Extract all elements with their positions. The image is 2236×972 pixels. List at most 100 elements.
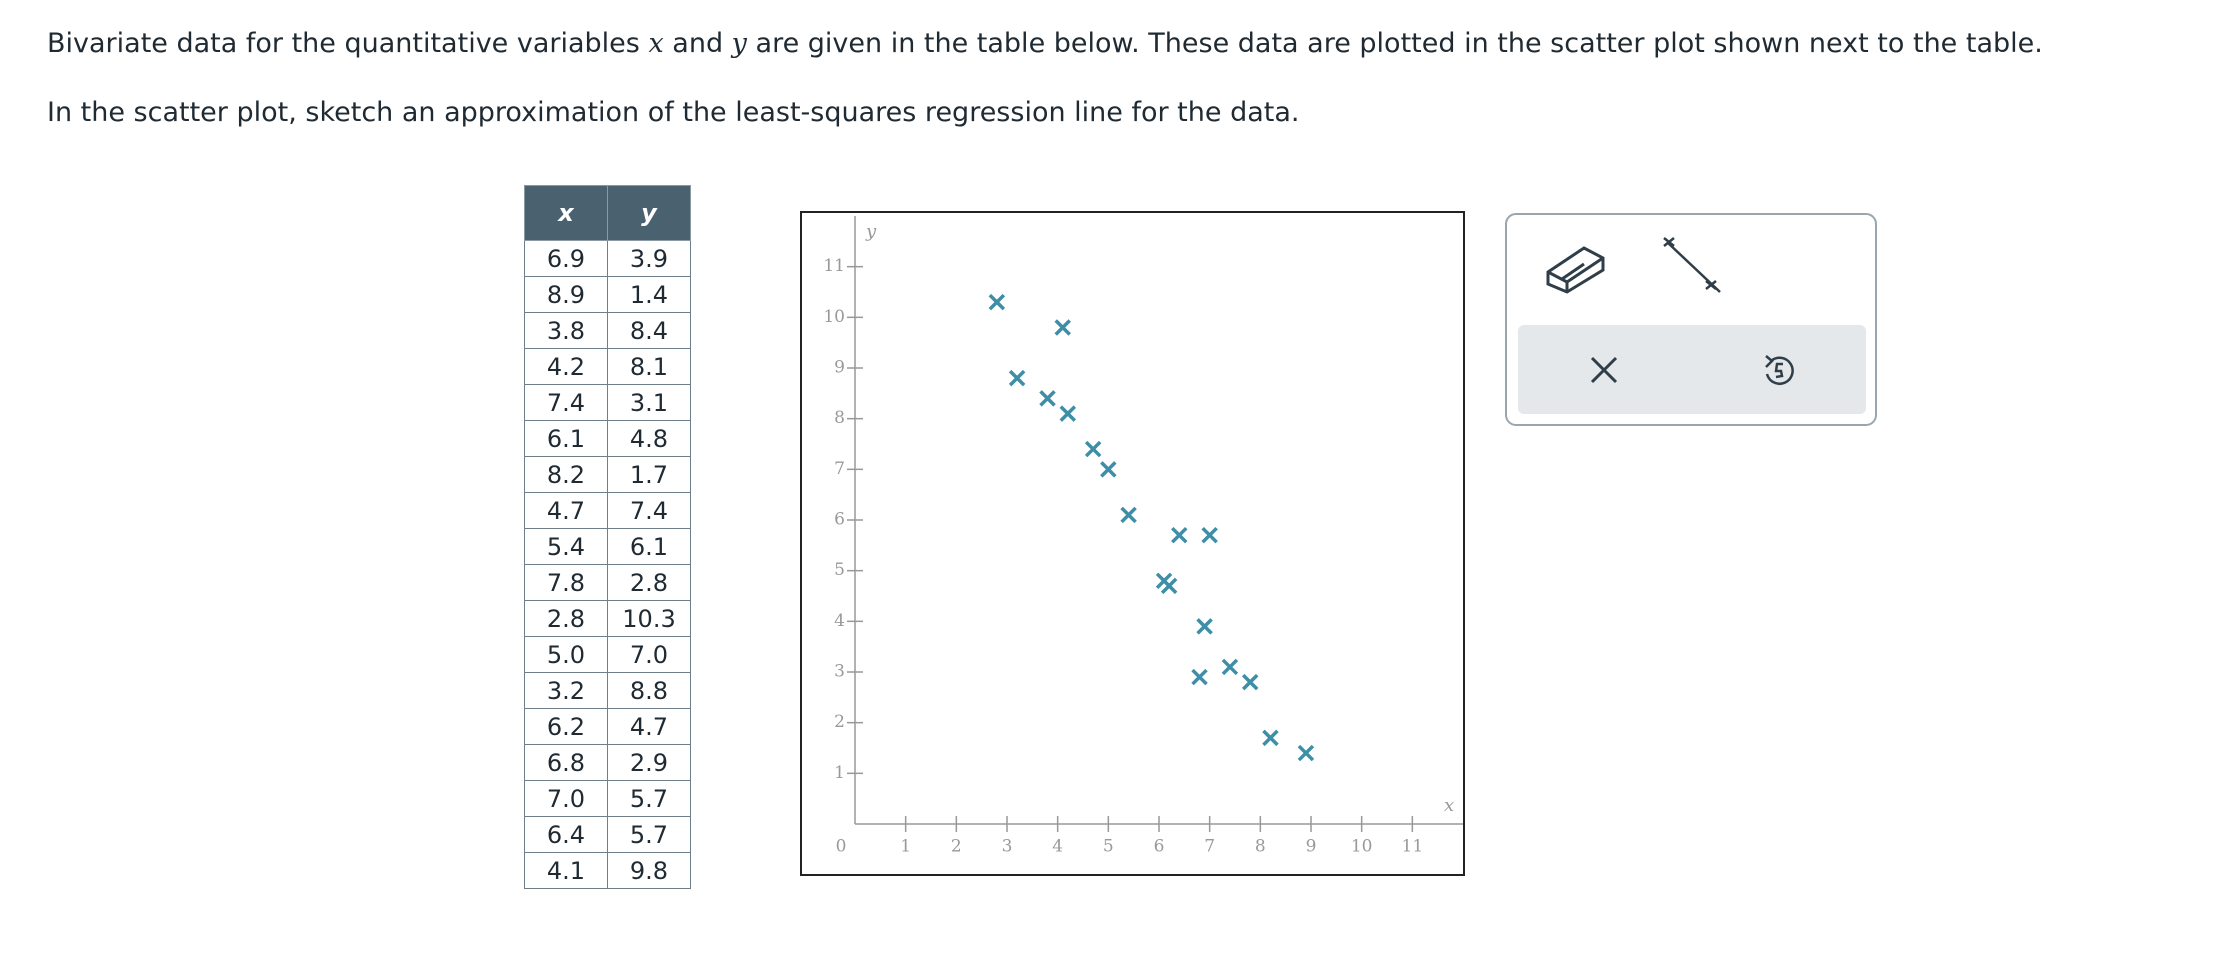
point xyxy=(1160,577,1178,595)
table-cell: 6.1 xyxy=(524,420,608,457)
x-axis-label: x xyxy=(1444,795,1454,816)
table-row: 2.8 10.3 xyxy=(524,600,691,637)
line-tool[interactable] xyxy=(1663,237,1721,293)
x-tick-label: 1 xyxy=(900,837,911,857)
point xyxy=(1297,744,1315,762)
x-tick-label: 6 xyxy=(1154,837,1165,857)
table-cell: 10.3 xyxy=(607,600,691,637)
clear-button[interactable] xyxy=(1590,356,1618,384)
table-cell: 8.1 xyxy=(607,348,691,385)
x-tick-label: 4 xyxy=(1052,837,1063,857)
table-cell: 3.8 xyxy=(524,312,608,349)
y-tick-label: 5 xyxy=(834,560,845,580)
var-y: y xyxy=(731,28,747,59)
table-cell: 1.7 xyxy=(607,456,691,493)
table-cell: 2.8 xyxy=(607,564,691,601)
point xyxy=(1191,668,1208,686)
point xyxy=(1201,526,1218,544)
table-cell: 4.7 xyxy=(524,492,608,529)
table-cell: 5.7 xyxy=(607,816,691,853)
table-cell: 8.8 xyxy=(607,672,691,709)
point xyxy=(1196,618,1213,635)
x-tick-label: 9 xyxy=(1306,837,1317,857)
table-cell: 8.2 xyxy=(524,456,608,493)
table-cell: 6.8 xyxy=(524,744,608,781)
table-cell: 8.4 xyxy=(607,312,691,349)
undo-button[interactable] xyxy=(1765,355,1794,385)
table-row: 8.9 1.4 xyxy=(524,276,691,313)
table-cell: 7.8 xyxy=(524,564,608,601)
y-tick-label: 8 xyxy=(834,408,845,428)
y-tick-label: 11 xyxy=(823,256,845,276)
point xyxy=(1100,461,1117,478)
y-tick-label: 4 xyxy=(834,611,845,631)
x-tick-label: 8 xyxy=(1255,837,1266,857)
table-cell: 7.4 xyxy=(607,492,691,529)
table-cell: 7.4 xyxy=(524,384,608,421)
point xyxy=(1262,729,1279,747)
eraser-tool[interactable] xyxy=(1546,246,1605,294)
point xyxy=(988,293,1006,311)
table-cell: 6.9 xyxy=(524,240,608,277)
table-row: 4.7 7.4 xyxy=(524,492,691,529)
y-tick-label: 1 xyxy=(834,763,845,783)
table-row: 6.2 4.7 xyxy=(524,708,691,745)
x-tick-label: 5 xyxy=(1103,837,1114,857)
y-tick-label: 6 xyxy=(834,510,845,530)
intro-text: and xyxy=(672,28,724,59)
table-cell: 9.8 xyxy=(607,852,691,889)
table-row: 4.1 9.8 xyxy=(524,852,691,889)
table-cell: 3.2 xyxy=(524,672,608,709)
table-row: 7.8 2.8 xyxy=(524,564,691,601)
table-cell: 3.1 xyxy=(607,384,691,421)
table-cell: 8.9 xyxy=(524,276,608,313)
point xyxy=(1039,390,1056,407)
point xyxy=(1059,405,1077,422)
table-cell: 2.8 xyxy=(524,600,608,637)
table-cell: 4.7 xyxy=(607,708,691,745)
y-tick-label: 7 xyxy=(834,459,845,479)
table-row: 3.2 8.8 xyxy=(524,672,691,709)
y-tick-label: 2 xyxy=(834,712,845,732)
table-row: 7.4 3.1 xyxy=(524,384,691,421)
table-cell: 4.8 xyxy=(607,420,691,457)
x-tick-label: 11 xyxy=(1402,837,1424,857)
table-row: 7.0 5.7 xyxy=(524,780,691,817)
y-axis-label: y xyxy=(865,221,877,242)
action-bar xyxy=(1518,325,1866,414)
table-row: 3.8 8.4 xyxy=(524,312,691,349)
table-row: 6.1 4.8 xyxy=(524,420,691,457)
y-tick-label: 10 xyxy=(823,307,845,327)
table-cell: 5.7 xyxy=(607,780,691,817)
table-cell: 5.0 xyxy=(524,636,608,673)
x-tick-label: 7 xyxy=(1204,837,1215,857)
table-row: 6.9 3.9 xyxy=(524,240,691,277)
table-cell: 3.9 xyxy=(607,240,691,277)
table-row: 5.4 6.1 xyxy=(524,528,691,565)
table-cell: 4.1 xyxy=(524,852,608,889)
point xyxy=(1221,658,1239,676)
x-tick-label: 3 xyxy=(1002,837,1013,857)
instruction: In the scatter plot, sketch an approxima… xyxy=(47,97,1300,128)
point xyxy=(1084,440,1102,458)
header-cell: x xyxy=(524,185,608,241)
intro-text: Bivariate data for the quantitative vari… xyxy=(47,28,640,59)
point xyxy=(1241,673,1259,691)
point xyxy=(1171,526,1188,544)
y-tick-label: 3 xyxy=(834,662,845,682)
table-cell: 6.1 xyxy=(607,528,691,565)
intro-text: are given in the table below. These data… xyxy=(755,28,2043,59)
table-cell: 4.2 xyxy=(524,348,608,385)
point xyxy=(1054,319,1071,336)
intro: Bivariate data for the quantitative vari… xyxy=(47,28,2043,59)
var-x: x xyxy=(648,28,664,59)
table-cell: 7.0 xyxy=(607,636,691,673)
table-row: 8.2 1.7 xyxy=(524,456,691,493)
y-tick-label: 9 xyxy=(834,358,845,378)
table-row: 4.2 8.1 xyxy=(524,348,691,385)
x-tick-label: 0 xyxy=(836,837,847,857)
plot-frame[interactable] xyxy=(800,211,1465,876)
